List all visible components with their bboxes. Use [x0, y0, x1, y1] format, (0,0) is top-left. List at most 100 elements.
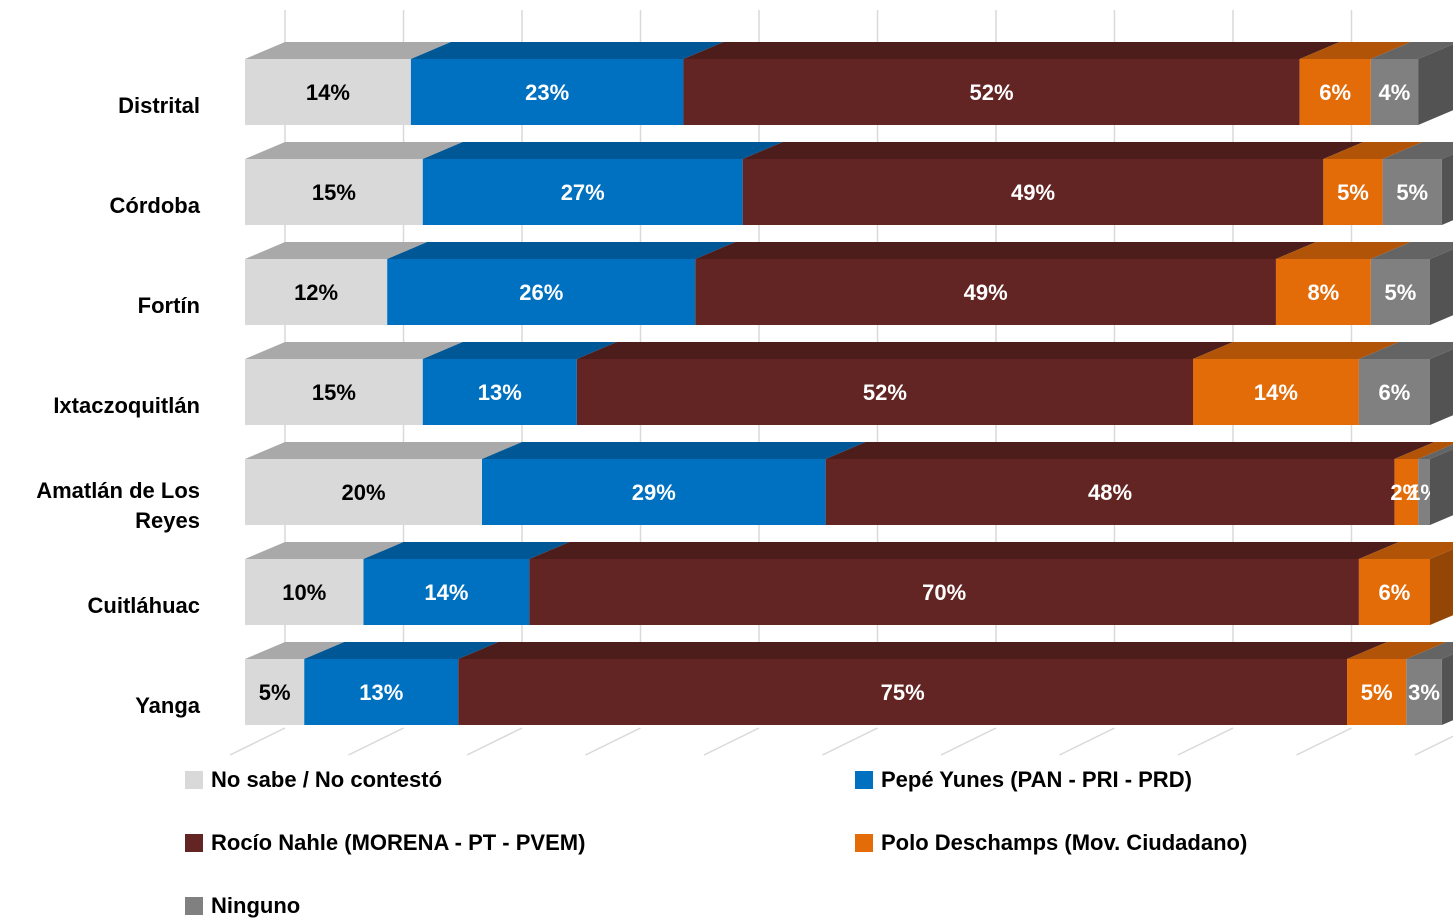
- bar: [245, 59, 411, 125]
- data-label: 75%: [881, 680, 925, 705]
- data-label: 12%: [294, 280, 338, 305]
- bar: [245, 259, 388, 325]
- bar-top: [576, 342, 1233, 359]
- data-label: 20%: [341, 480, 385, 505]
- legend-label: Rocío Nahle (MORENA - PT - PVEM): [211, 830, 585, 855]
- legend-swatch: [185, 771, 203, 789]
- data-label: 13%: [478, 380, 522, 405]
- bar: [1358, 559, 1430, 625]
- data-label: 14%: [306, 80, 350, 105]
- data-label: 23%: [525, 80, 569, 105]
- legend-label: Polo Deschamps (Mov. Ciudadano): [881, 830, 1247, 855]
- floor-grid-line: [1177, 727, 1234, 756]
- bar-top: [304, 642, 499, 659]
- category-label: Ixtaczoquitlán: [53, 393, 200, 418]
- floor-grid-line: [703, 727, 760, 756]
- data-label: 49%: [964, 280, 1008, 305]
- legend-label: Pepé Yunes (PAN - PRI - PRD): [881, 767, 1192, 792]
- data-label: 5%: [1396, 180, 1428, 205]
- bar-top: [1406, 642, 1453, 659]
- bar-top: [742, 142, 1364, 159]
- bar-top: [1323, 142, 1423, 159]
- bar: [529, 559, 1359, 625]
- data-label: 6%: [1379, 580, 1411, 605]
- bar-top: [245, 642, 345, 659]
- bar-top: [245, 342, 463, 359]
- bar: [695, 259, 1276, 325]
- category-label: Fortín: [137, 293, 200, 318]
- bar: [1193, 359, 1359, 425]
- bar: [1418, 459, 1430, 525]
- data-label: 52%: [970, 80, 1014, 105]
- bar-top: [422, 142, 783, 159]
- bar-top: [245, 442, 522, 459]
- bar: [1347, 659, 1407, 725]
- bar-top: [529, 542, 1399, 559]
- bar: [1406, 659, 1442, 725]
- category-label: Cuitláhuac: [87, 593, 200, 618]
- bar-top: [1299, 42, 1411, 59]
- bar: [1299, 59, 1371, 125]
- bar: [1323, 159, 1383, 225]
- bar: [304, 659, 459, 725]
- data-label: 14%: [424, 580, 468, 605]
- bar: [422, 159, 743, 225]
- data-label: 13%: [359, 680, 403, 705]
- bar: [825, 459, 1395, 525]
- bar-top: [1275, 242, 1411, 259]
- bar-top: [1394, 442, 1453, 459]
- data-label: 5%: [1337, 180, 1369, 205]
- bar: [422, 359, 577, 425]
- bar-top: [1370, 42, 1453, 59]
- bar: [742, 159, 1324, 225]
- legend-label: No sabe / No contestó: [211, 767, 442, 792]
- bar-top: [363, 542, 570, 559]
- floor-grid-line: [585, 727, 641, 756]
- bar-top: [683, 42, 1340, 59]
- data-label: 49%: [1011, 180, 1055, 205]
- bar-top: [1347, 642, 1447, 659]
- bar-top: [458, 642, 1388, 659]
- floor-grid-line: [348, 727, 404, 756]
- data-label: 26%: [519, 280, 563, 305]
- data-label: 4%: [1379, 80, 1411, 105]
- floor-grid-line: [1414, 735, 1453, 756]
- bar: [245, 559, 364, 625]
- bar-side: [1430, 549, 1453, 625]
- data-label: 8%: [1307, 280, 1339, 305]
- bar: [245, 459, 482, 525]
- bar: [576, 359, 1193, 425]
- data-label: 27%: [561, 180, 605, 205]
- bar-side: [1430, 249, 1453, 325]
- bar-side: [1430, 449, 1453, 525]
- data-label: 3%: [1408, 680, 1440, 705]
- data-label: 15%: [312, 180, 356, 205]
- bar: [458, 659, 1348, 725]
- legend-label: Ninguno: [211, 893, 300, 918]
- bar: [1275, 259, 1371, 325]
- bar-top: [825, 442, 1435, 459]
- category-label: Córdoba: [109, 193, 200, 218]
- bar-top: [1193, 342, 1399, 359]
- data-label: 14%: [1254, 380, 1298, 405]
- legend-swatch: [855, 771, 873, 789]
- bar-top: [1370, 242, 1453, 259]
- bar-top: [1418, 444, 1453, 459]
- bar: [482, 459, 826, 525]
- bar-top: [387, 242, 736, 259]
- data-label: 52%: [863, 380, 907, 405]
- floor-grid-line: [1059, 727, 1115, 756]
- category-label: Yanga: [135, 693, 200, 718]
- data-label: 29%: [632, 480, 676, 505]
- data-label: 15%: [312, 380, 356, 405]
- bar: [245, 659, 305, 725]
- bar-top: [245, 142, 463, 159]
- bar-side: [1418, 44, 1453, 125]
- data-label: 5%: [1384, 280, 1416, 305]
- bar-top: [410, 42, 724, 59]
- bar: [245, 359, 423, 425]
- bar: [1358, 359, 1430, 425]
- legend-swatch: [855, 834, 873, 852]
- bar-top: [695, 242, 1316, 259]
